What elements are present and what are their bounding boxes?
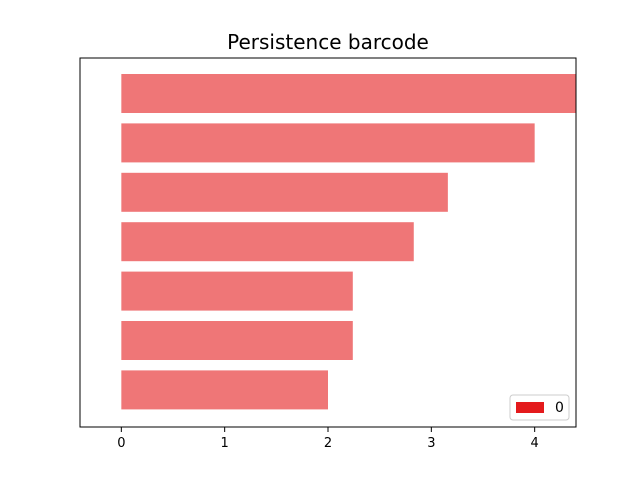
x-tick-label-2: 2	[324, 436, 332, 451]
legend-swatch	[516, 402, 544, 413]
barcode-bar-3	[121, 172, 448, 212]
barcode-bar-4	[121, 222, 414, 262]
x-tick-label-3: 3	[427, 436, 435, 451]
x-axis-ticks: 0 1 2 3 4	[117, 427, 539, 451]
barcode-bar-2	[121, 123, 535, 163]
bars-group	[121, 74, 576, 410]
barcode-bar-6	[121, 321, 353, 360]
barcode-bar-1	[121, 74, 576, 113]
barcode-bar-5	[121, 271, 353, 311]
legend-label: 0	[555, 400, 564, 416]
x-tick-label-4: 4	[531, 436, 539, 451]
x-tick-label-0: 0	[117, 436, 125, 451]
chart-title: Persistence barcode	[227, 30, 429, 54]
plot-frame	[79, 57, 577, 428]
barcode-bar-7	[121, 370, 328, 410]
legend: 0	[509, 394, 570, 421]
x-tick-label-1: 1	[221, 436, 229, 451]
